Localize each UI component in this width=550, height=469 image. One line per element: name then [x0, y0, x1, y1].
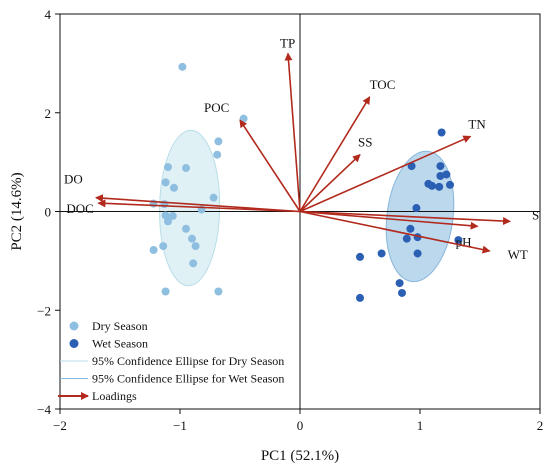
loading-arrow-s — [299, 210, 511, 226]
wet-season-point — [436, 171, 445, 180]
dry-season-point — [188, 234, 196, 243]
loading-arrow-tp — [284, 52, 301, 212]
dry-season-point — [213, 150, 222, 159]
legend: Dry Season Wet Season 95% Confidence Ell… — [58, 319, 284, 403]
loading-label-doc: DOC — [66, 201, 93, 216]
loading-label-tp: TP — [280, 36, 295, 51]
loading-label-ss: SS — [358, 135, 372, 150]
loading-arrow-ss — [299, 154, 361, 213]
wet-season-point — [398, 288, 406, 297]
dry-season-point — [182, 164, 190, 173]
dry-season-point — [191, 242, 200, 251]
loading-arrow-ph — [299, 210, 479, 230]
dry-season-point — [170, 183, 178, 192]
loading-vectors: TP TOC POC TN SS DO DOC SpH WT — [64, 36, 539, 263]
wet-season-point — [356, 293, 364, 302]
dry-season-point — [209, 193, 218, 202]
dry-season-point — [214, 137, 223, 146]
dry-season-point — [149, 246, 158, 255]
x-tick-label: 0 — [297, 418, 304, 433]
wet-season-point — [356, 252, 364, 261]
x-tick-label: 1 — [417, 418, 424, 433]
loading-label-ph: pH — [456, 234, 472, 249]
loading-arrow-wt — [299, 210, 491, 254]
y-tick-label: −2 — [37, 303, 51, 318]
wet-season-point — [436, 162, 445, 171]
loading-arrow-toc — [299, 96, 371, 212]
wet-season-point — [377, 249, 386, 258]
wet-season-point — [442, 170, 451, 179]
legend-wet-ellipse-label: 95% Confidence Ellipse for Wet Season — [92, 372, 284, 386]
x-axis-label: PC1 (52.1%) — [261, 448, 339, 464]
y-axis-label: PC2 (14.6%) — [9, 172, 25, 250]
dry-season-point — [160, 200, 169, 209]
loading-arrow-doc — [97, 199, 301, 213]
x-tick-label: −2 — [53, 418, 67, 433]
wet-season-point — [395, 279, 404, 288]
loading-label-poc: POC — [204, 100, 229, 115]
dry-season-point — [182, 224, 190, 233]
dry-season-point — [178, 62, 187, 71]
wet-season-point — [435, 182, 444, 191]
wet-season-point — [446, 180, 454, 189]
loading-arrow-tn — [299, 135, 472, 213]
legend-loadings-label: Loadings — [92, 389, 137, 403]
loading-arrow-do — [95, 194, 301, 213]
wet-season-point — [402, 234, 411, 243]
legend-wet-season-marker — [69, 339, 79, 348]
legend-dry-season-label: Dry Season — [92, 319, 148, 333]
dry-season-point — [189, 259, 198, 268]
wet-season-point — [412, 204, 421, 213]
y-tick-label: −4 — [37, 402, 51, 417]
dry-season-point — [161, 287, 170, 296]
wet-season-point — [454, 236, 463, 245]
loading-label-tn: TN — [468, 116, 486, 131]
wet-season-point — [413, 249, 422, 258]
dry-season-point — [161, 178, 170, 187]
legend-dry-season-marker — [69, 321, 79, 331]
dry-season-point — [168, 211, 177, 220]
loading-label-do: DO — [64, 172, 83, 187]
dry-season-point — [164, 217, 172, 226]
loading-label-wt: WT — [508, 247, 528, 262]
loading-arrow-poc — [239, 119, 301, 212]
x-tick-label: 2 — [537, 418, 544, 433]
loading-label-s: S — [532, 207, 539, 222]
dry-season-point — [164, 163, 172, 172]
y-tick-label: 4 — [45, 7, 52, 22]
wet-season-point — [428, 181, 436, 190]
dry-season-point — [159, 242, 168, 251]
wet-season-point — [406, 224, 415, 233]
y-tick-label: 0 — [45, 205, 52, 220]
y-tick-label: 2 — [45, 106, 52, 121]
x-tick-label: −1 — [173, 418, 187, 433]
loading-label-toc: TOC — [370, 77, 396, 92]
wet-season-point — [437, 128, 446, 137]
dry-season-point — [214, 287, 223, 296]
legend-dry-ellipse-label: 95% Confidence Ellipse for Dry Season — [92, 354, 284, 368]
legend-wet-season-label: Wet Season — [92, 337, 148, 351]
